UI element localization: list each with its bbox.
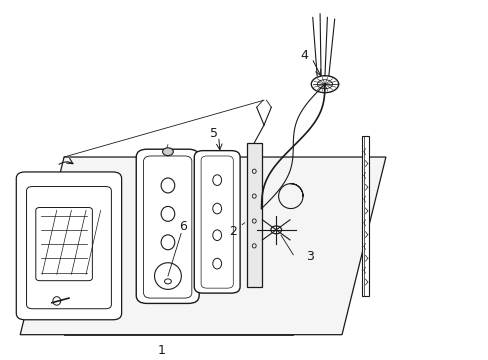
Polygon shape [20,157,385,335]
FancyBboxPatch shape [136,149,199,303]
Text: 1: 1 [157,343,165,356]
FancyBboxPatch shape [194,150,240,293]
Text: 3: 3 [306,250,314,263]
Text: 5: 5 [209,127,217,140]
Text: 4: 4 [300,49,307,62]
Polygon shape [246,143,261,287]
FancyBboxPatch shape [16,172,122,320]
Ellipse shape [162,148,173,156]
Polygon shape [361,136,368,296]
Text: 6: 6 [179,220,187,233]
Ellipse shape [270,226,281,234]
Text: 2: 2 [229,223,244,238]
